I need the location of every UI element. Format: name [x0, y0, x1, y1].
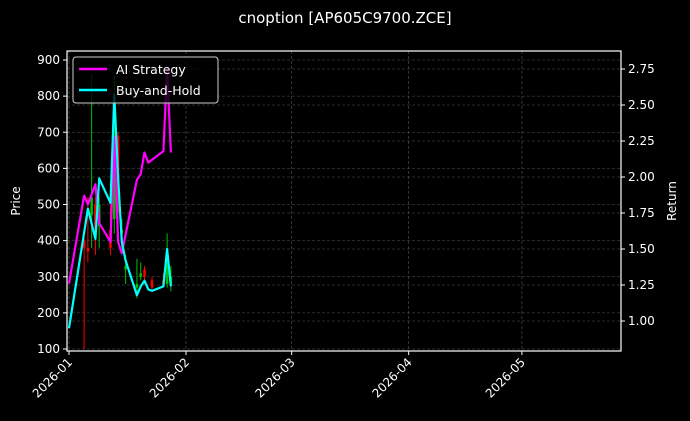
price-tick-label: 600	[37, 161, 60, 175]
date-tick-label: 2026-01	[30, 355, 75, 400]
y-axis-label: Price	[9, 186, 23, 215]
legend-label-buy-and-hold: Buy-and-Hold	[116, 83, 201, 98]
legend: AI Strategy Buy-and-Hold	[72, 56, 219, 104]
return-tick-label: 2.75	[628, 62, 655, 76]
price-tick-label: 200	[37, 306, 60, 320]
date-tick-label: 2026-04	[369, 355, 414, 400]
return-tick-label: 1.25	[628, 278, 655, 292]
price-tick-label: 800	[37, 89, 60, 103]
series-ai-strategy	[67, 67, 172, 284]
return-tick-label: 1.50	[628, 242, 655, 256]
return-tick-label: 2.00	[628, 170, 655, 184]
price-tick-label: 300	[37, 270, 60, 284]
price-tick-label: 700	[37, 125, 60, 139]
price-tick-label: 900	[37, 53, 60, 67]
grid-lines	[67, 51, 621, 351]
price-axis: 100 200 300 400 500 600 700 800 900	[37, 53, 67, 356]
price-tick-label: 500	[37, 198, 60, 212]
plot-frame	[66, 50, 622, 352]
series-buy-and-hold	[67, 93, 172, 329]
date-axis: 2026-01 2026-02 2026-03 2026-04 2026-05	[30, 351, 528, 401]
date-tick-label: 2026-02	[147, 355, 192, 400]
return-tick-label: 1.00	[628, 314, 655, 328]
return-axis: 1.00 1.25 1.50 1.75 2.00 2.25 2.50 2.75	[621, 62, 655, 328]
chart-title: cnoption [AP605C9700.ZCE]	[238, 9, 451, 27]
series-lines	[67, 67, 172, 329]
date-tick-label: 2026-05	[483, 355, 528, 400]
price-tick-label: 100	[37, 342, 60, 356]
date-tick-label: 2026-03	[252, 355, 297, 400]
return-tick-label: 2.50	[628, 98, 655, 112]
return-tick-label: 2.25	[628, 134, 655, 148]
legend-label-ai-strategy: AI Strategy	[116, 62, 186, 77]
return-tick-label: 1.75	[628, 206, 655, 220]
price-tick-label: 400	[37, 234, 60, 248]
y2-axis-label: Return	[665, 181, 679, 221]
